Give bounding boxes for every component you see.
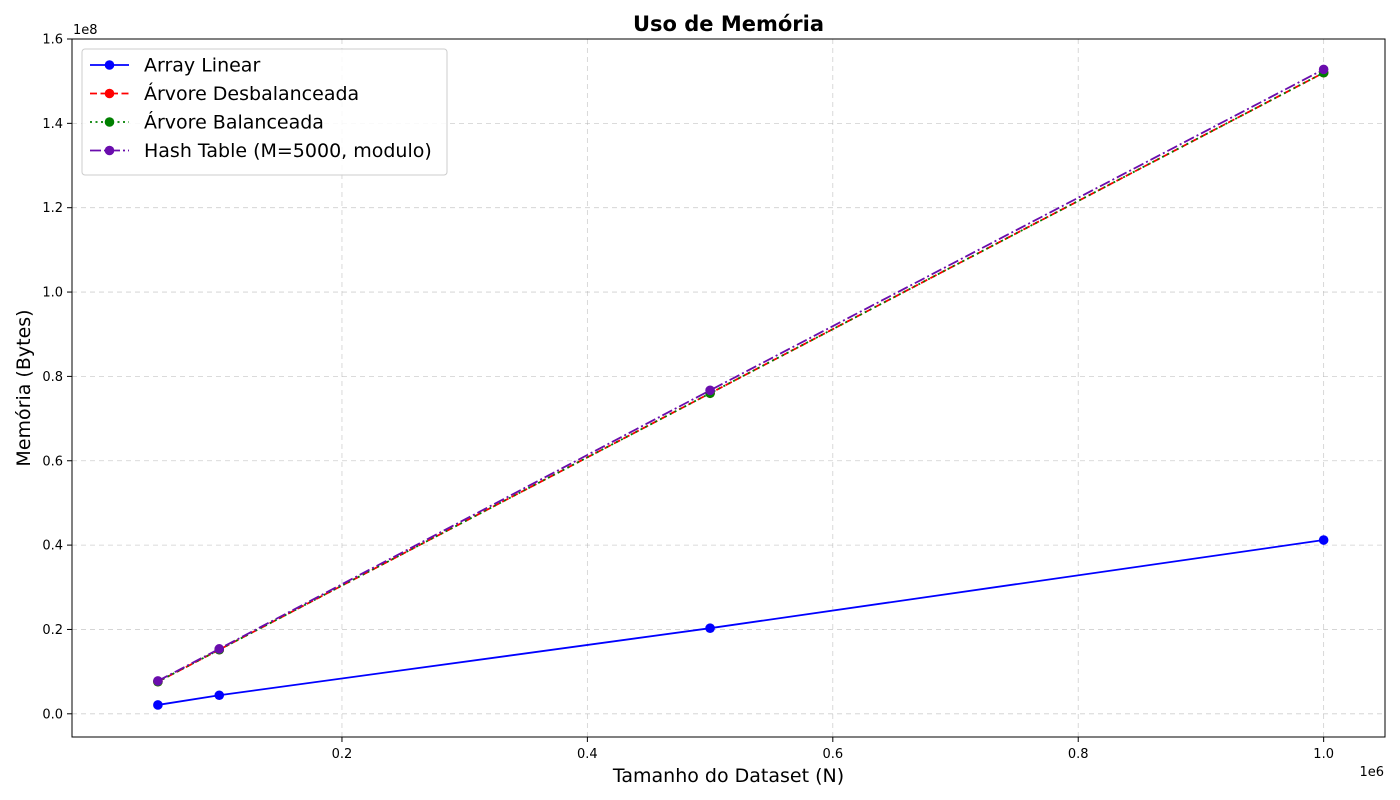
data-point [214, 644, 225, 654]
y-tick-label: 1.6 [42, 33, 63, 48]
x-axis-exponent: 1e6 [1359, 765, 1384, 780]
legend-label: Array Linear [144, 55, 260, 77]
chart-title: Uso de Memória [633, 12, 824, 36]
legend-item: Array Linear [90, 55, 260, 77]
y-tick-label: 0.4 [42, 539, 63, 554]
data-point [214, 690, 225, 701]
data-point [1318, 535, 1329, 545]
legend-marker [104, 145, 115, 156]
legend: Array Linear Árvore Desbalanceada Árvore B… [81, 48, 448, 176]
legend-marker [104, 117, 115, 127]
y-tick-label: 0.2 [42, 623, 63, 638]
series-line [157, 68, 1325, 682]
series-layer [153, 64, 1329, 710]
legend-marker [104, 60, 115, 70]
y-axis-label: Memória (Bytes) [13, 309, 35, 466]
legend-marker [104, 88, 115, 99]
legend-label: Hash Table (M=5000, modulo) [144, 140, 432, 162]
x-tick-label: 0.4 [577, 747, 598, 762]
ticks: 0.2 0.4 0.6 0.8 1.0 0.0 0.2 0.4 0.6 0.8 1.0 1.2 1.4 1… [42, 33, 1334, 763]
x-tick-label: 1.0 [1313, 747, 1334, 762]
x-tick-label: 0.8 [1068, 747, 1089, 762]
legend-item: Hash Table (M=5000, modulo) [90, 140, 432, 162]
x-tick-label: 0.6 [822, 747, 843, 762]
series-line [157, 539, 1324, 706]
data-point [705, 385, 715, 396]
y-axis-exponent: 1e8 [73, 23, 98, 38]
data-point [153, 700, 163, 710]
y-tick-label: 1.0 [42, 286, 63, 301]
y-tick-label: 1.4 [42, 117, 63, 132]
legend-label: Árvore Desbalanceada [144, 82, 359, 105]
series-3 [153, 64, 1329, 686]
y-tick-label: 0.8 [42, 370, 63, 385]
x-tick-label: 0.2 [332, 747, 353, 762]
series-0 [153, 535, 1329, 710]
x-axis-label: Tamanho do Dataset (N) [612, 765, 844, 787]
legend-label: Árvore Balanceada [144, 111, 324, 134]
data-point [1318, 64, 1329, 75]
plot-frame [71, 38, 1386, 738]
data-point [705, 623, 715, 633]
legend-box [81, 48, 448, 176]
y-tick-label: 0.6 [42, 454, 63, 469]
legend-item: Árvore Balanceada [90, 111, 324, 134]
y-tick-label: 1.2 [42, 201, 63, 216]
legend-item: Árvore Desbalanceada [90, 82, 359, 105]
y-tick-label: 0.0 [42, 707, 63, 722]
data-point [153, 676, 163, 686]
